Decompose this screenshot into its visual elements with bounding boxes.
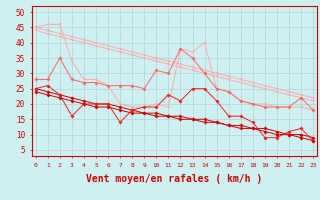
X-axis label: Vent moyen/en rafales ( km/h ): Vent moyen/en rafales ( km/h )	[86, 174, 262, 184]
